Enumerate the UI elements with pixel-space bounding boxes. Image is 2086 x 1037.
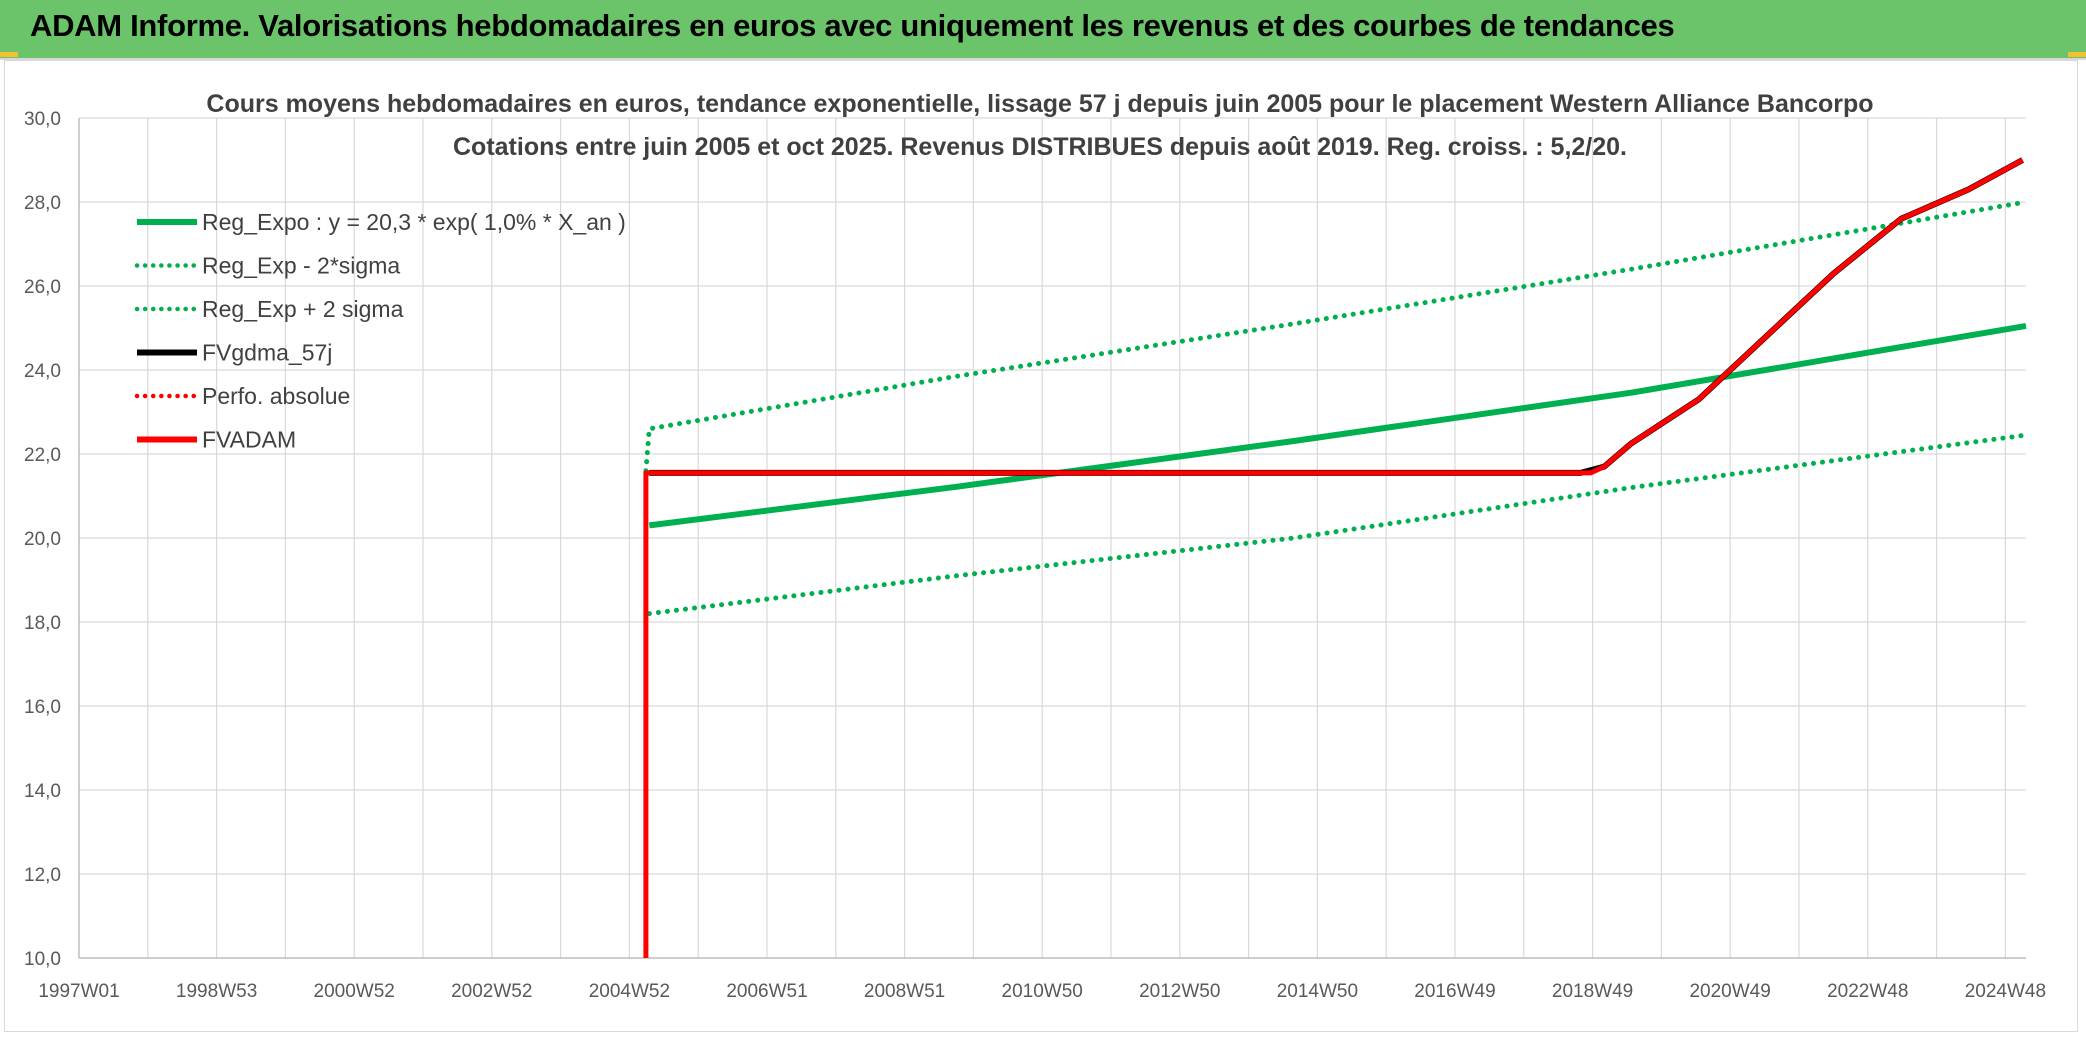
series-line-5	[643, 157, 2024, 958]
x-tick-label: 1998W53	[176, 981, 257, 1002]
x-tick-label: 2000W52	[314, 981, 395, 1002]
chart-subtitle: Cotations entre juin 2005 et oct 2025. R…	[453, 133, 1627, 161]
x-tick-label: 2004W52	[589, 981, 670, 1002]
x-tick-label: 2020W49	[1689, 981, 1770, 1002]
y-tick-label: 16,0	[24, 697, 61, 718]
legend-label: FVADAM	[202, 427, 296, 453]
y-tick-label: 10,0	[24, 949, 61, 970]
legend-label: Perfo. absolue	[202, 383, 350, 409]
y-tick-label: 18,0	[24, 613, 61, 634]
x-tick-label: 2010W50	[1002, 981, 1083, 1002]
x-tick-label: 2012W50	[1139, 981, 1220, 1002]
y-tick-label: 12,0	[24, 865, 61, 886]
banner-title: ADAM Informe. Valorisations hebdomadaire…	[30, 8, 1675, 43]
x-tick-label: 2014W50	[1277, 981, 1358, 1002]
chart-area-border	[4, 60, 2078, 1032]
x-tick-label: 2006W51	[726, 981, 807, 1002]
series-line-2	[643, 199, 2029, 474]
legend-label: Reg_Expo : y = 20,3 * exp( 1,0% * X_an )	[202, 209, 626, 235]
x-tick-label: 2022W48	[1827, 981, 1908, 1002]
series-line-1	[646, 432, 2029, 617]
x-tick-label: 2002W52	[451, 981, 532, 1002]
y-tick-label: 30,0	[24, 109, 61, 130]
y-tick-label: 14,0	[24, 781, 61, 802]
grid-lines	[78, 117, 2026, 959]
series-layer	[643, 157, 2029, 958]
legend-label: Reg_Exp + 2 sigma	[202, 296, 404, 322]
title-banner: ADAM Informe. Valorisations hebdomadaire…	[0, 0, 2086, 60]
legend-label: FVgdma_57j	[202, 340, 332, 366]
x-tick-label: 2018W49	[1552, 981, 1633, 1002]
axis-labels: 10,0 12,0 14,0 16,0 18,0 20,0 22,0 24,0 26,0 28,0…	[24, 109, 2046, 1002]
y-tick-label: 24,0	[24, 361, 61, 382]
corner-mark-left	[0, 52, 18, 57]
y-tick-label: 22,0	[24, 445, 61, 466]
chart-title: Cours moyens hebdomadaires en euros, ten…	[206, 90, 1873, 118]
x-tick-label: 2024W48	[1965, 981, 2046, 1002]
x-tick-label: 2016W49	[1414, 981, 1495, 1002]
corner-mark-right	[2068, 52, 2086, 57]
series-line-0	[648, 322, 2027, 529]
y-tick-label: 28,0	[24, 193, 61, 214]
legend: Reg_Expo : y = 20,3 * exp( 1,0% * X_an )…	[134, 209, 626, 453]
legend-label: Reg_Exp - 2*sigma	[202, 253, 400, 279]
y-tick-label: 20,0	[24, 529, 61, 550]
x-tick-label: 1997W01	[38, 981, 119, 1002]
x-tick-label: 2008W51	[864, 981, 945, 1002]
y-tick-label: 26,0	[24, 277, 61, 298]
